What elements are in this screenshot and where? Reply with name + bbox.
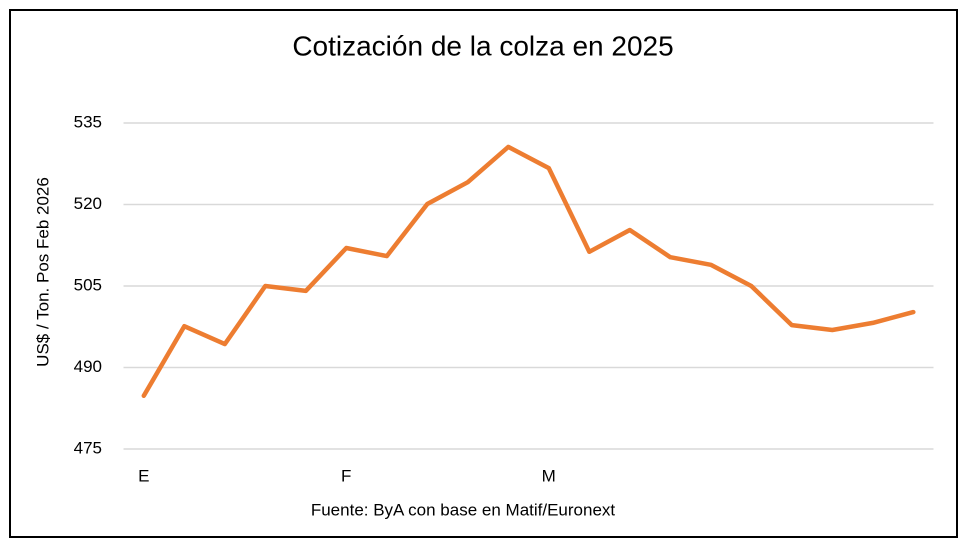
chart-border xyxy=(9,9,958,538)
chart-title: Cotización de la colza en 2025 xyxy=(292,30,673,61)
price-line xyxy=(141,144,916,399)
y-tick-label: 520 xyxy=(74,194,102,213)
y-axis-label: US$ / Ton. Pos Feb 2026 xyxy=(33,177,52,367)
y-tick-label: 535 xyxy=(74,112,102,131)
x-tick-label: E xyxy=(138,466,149,485)
x-tick-label: M xyxy=(542,466,556,485)
source-note: Fuente: ByA con base en Matif/Euronext xyxy=(311,500,616,519)
y-tick-label: 505 xyxy=(74,275,102,294)
y-tick-label: 475 xyxy=(74,438,102,457)
x-tick-label: F xyxy=(341,466,351,485)
y-tick-label: 490 xyxy=(74,357,102,376)
